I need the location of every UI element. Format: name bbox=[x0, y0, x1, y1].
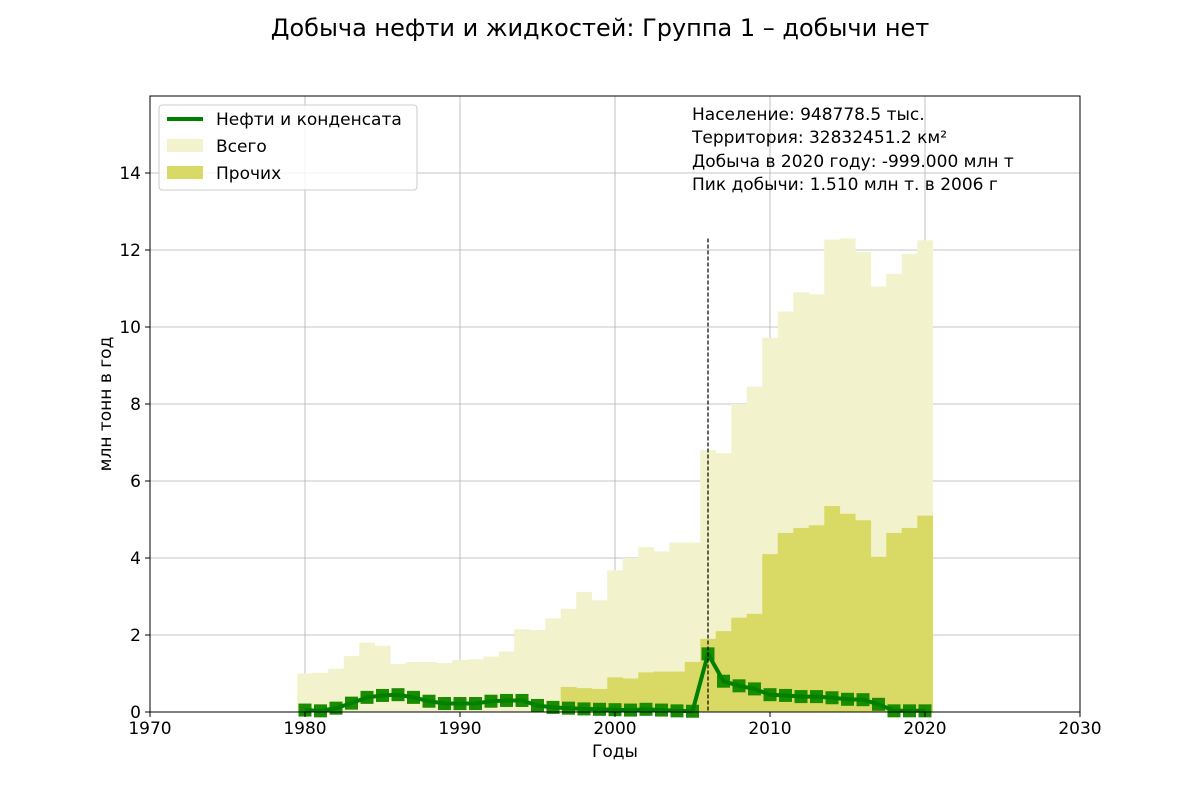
total-bar bbox=[591, 600, 608, 712]
legend-box bbox=[158, 104, 418, 191]
y-tick-label: 6 bbox=[130, 472, 141, 492]
other-bar bbox=[824, 506, 841, 712]
total-bar bbox=[297, 673, 314, 712]
total-bar bbox=[390, 663, 407, 712]
y-axis-label: млн тонн в год bbox=[96, 337, 116, 472]
annotation-peak: Пик добычи: 1.510 млн т. в 2006 г bbox=[692, 175, 998, 195]
other-bar bbox=[839, 513, 856, 712]
other-bar bbox=[901, 527, 918, 712]
y-axis: 0 2 4 6 8 10 12 14 bbox=[119, 164, 150, 723]
legend-oil-label: Нефти и конденсата bbox=[216, 110, 402, 130]
other-bar bbox=[793, 527, 810, 712]
x-axis: 1970 1980 1990 2000 2010 2020 2030 bbox=[128, 712, 1102, 739]
legend: Нефти и конденсата Всего Прочих bbox=[158, 104, 418, 191]
other-bar bbox=[870, 556, 887, 712]
x-tick-label: 2020 bbox=[903, 719, 946, 739]
total-bar bbox=[312, 672, 329, 712]
other-bar bbox=[762, 554, 779, 712]
total-bar bbox=[405, 661, 422, 712]
x-axis-label: Годы bbox=[592, 742, 638, 762]
total-bar bbox=[374, 645, 391, 712]
total-bar bbox=[560, 608, 577, 712]
y-tick-label: 2 bbox=[130, 626, 141, 646]
other-bar bbox=[715, 631, 732, 712]
info-annotations: Население: 948778.5 тыс. Территория: 328… bbox=[691, 105, 1014, 195]
total-bar bbox=[514, 629, 531, 712]
total-bar bbox=[669, 542, 686, 712]
y-tick-label: 0 bbox=[130, 703, 141, 723]
chart-title: Добыча нефти и жидкостей: Группа 1 – доб… bbox=[271, 14, 930, 42]
x-tick-label: 2030 bbox=[1058, 719, 1101, 739]
y-tick-label: 12 bbox=[119, 241, 141, 261]
oil-line bbox=[304, 651, 925, 714]
oil-marker bbox=[298, 703, 312, 717]
x-tick-label: 1970 bbox=[128, 719, 171, 739]
x-tick-label: 1990 bbox=[438, 719, 481, 739]
total-bar bbox=[328, 668, 345, 712]
total-bar bbox=[622, 558, 639, 712]
x-tick-label: 1980 bbox=[283, 719, 326, 739]
y-tick-label: 4 bbox=[130, 549, 141, 569]
total-bar bbox=[607, 570, 624, 712]
other-bar bbox=[777, 532, 794, 712]
y-tick-label: 8 bbox=[130, 395, 141, 415]
total-bar bbox=[529, 629, 546, 712]
x-tick-label: 2000 bbox=[593, 719, 636, 739]
other-bar bbox=[855, 520, 872, 712]
other-bar bbox=[653, 671, 670, 712]
annotation-territory: Территория: 32832451.2 км² bbox=[691, 128, 947, 148]
annotation-production-2020: Добыча в 2020 году: -999.000 млн т bbox=[692, 152, 1014, 172]
other-bar bbox=[731, 617, 748, 712]
other-bar bbox=[669, 671, 686, 712]
total-bar bbox=[576, 591, 593, 712]
total-bar bbox=[545, 618, 562, 712]
other-bar bbox=[886, 532, 903, 712]
other-bar bbox=[638, 672, 655, 712]
plot-area bbox=[149, 95, 1081, 718]
other-bar bbox=[917, 515, 934, 712]
legend-total-swatch bbox=[167, 139, 203, 152]
annotation-population: Население: 948778.5 тыс. bbox=[692, 105, 925, 125]
other-bar bbox=[808, 525, 825, 712]
other-bar bbox=[746, 613, 763, 712]
x-tick-label: 2010 bbox=[748, 719, 791, 739]
legend-total-label: Всего bbox=[216, 137, 267, 157]
y-tick-label: 14 bbox=[119, 164, 141, 184]
legend-other-label: Прочих bbox=[216, 164, 281, 184]
total-bar bbox=[638, 547, 655, 712]
y-tick-label: 10 bbox=[119, 318, 141, 338]
legend-other-swatch bbox=[167, 166, 203, 179]
